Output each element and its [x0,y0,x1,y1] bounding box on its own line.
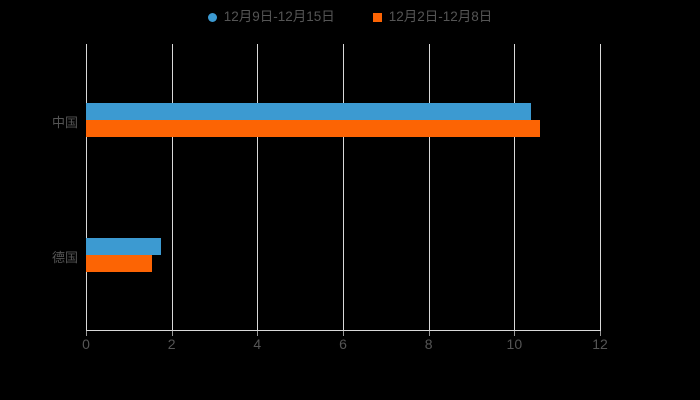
x-tick-mark [257,331,259,336]
x-tick-mark [514,331,516,336]
y-tick-label: 中国 [51,114,78,130]
x-tick-mark [343,331,344,336]
legend-item-series-2[interactable]: 12月2日-12月8日 [372,9,493,25]
legend-circle-marker-icon [207,12,217,22]
bar-1-series-2[interactable] [86,119,541,137]
plot-area [86,44,601,330]
x-tick-mark [171,331,173,336]
bar-2-series-2[interactable] [86,254,153,272]
x-tick-label: 4 [253,336,262,352]
gridline-x [86,44,87,330]
x-tick-label: 8 [424,336,433,352]
x-tick-mark [86,331,87,336]
x-tick-label: 10 [506,336,523,352]
legend-label-series-1: 12月9日-12月15日 [223,9,335,25]
y-tick-label: 德国 [51,249,78,265]
legend-item-series-1[interactable]: 12月9日-12月15日 [207,9,335,25]
x-tick-label: 0 [82,336,90,352]
x-axis-line [86,330,601,331]
x-tick-mark [428,331,430,336]
chart-legend: 12月9日-12月15日 12月2日-12月8日 [0,6,700,28]
legend-label-series-2: 12月2日-12月8日 [388,9,493,25]
bar-2-series-1[interactable] [86,237,161,255]
y-category-label-2: 德国 [0,247,78,265]
x-tick-label: 12 [592,336,608,352]
bar-1-series-1[interactable] [86,102,532,120]
gridline-x [600,44,601,330]
x-tick-mark [600,331,601,336]
x-tick-label: 2 [167,336,176,352]
x-tick-label: 6 [339,336,347,352]
legend-square-marker-icon [372,12,382,22]
gridline-x [171,44,173,330]
gridline-x [428,44,430,330]
gridline-x [343,44,344,330]
y-category-label-1: 中国 [0,112,78,130]
gridline-x [257,44,259,330]
gridline-x [514,44,516,330]
